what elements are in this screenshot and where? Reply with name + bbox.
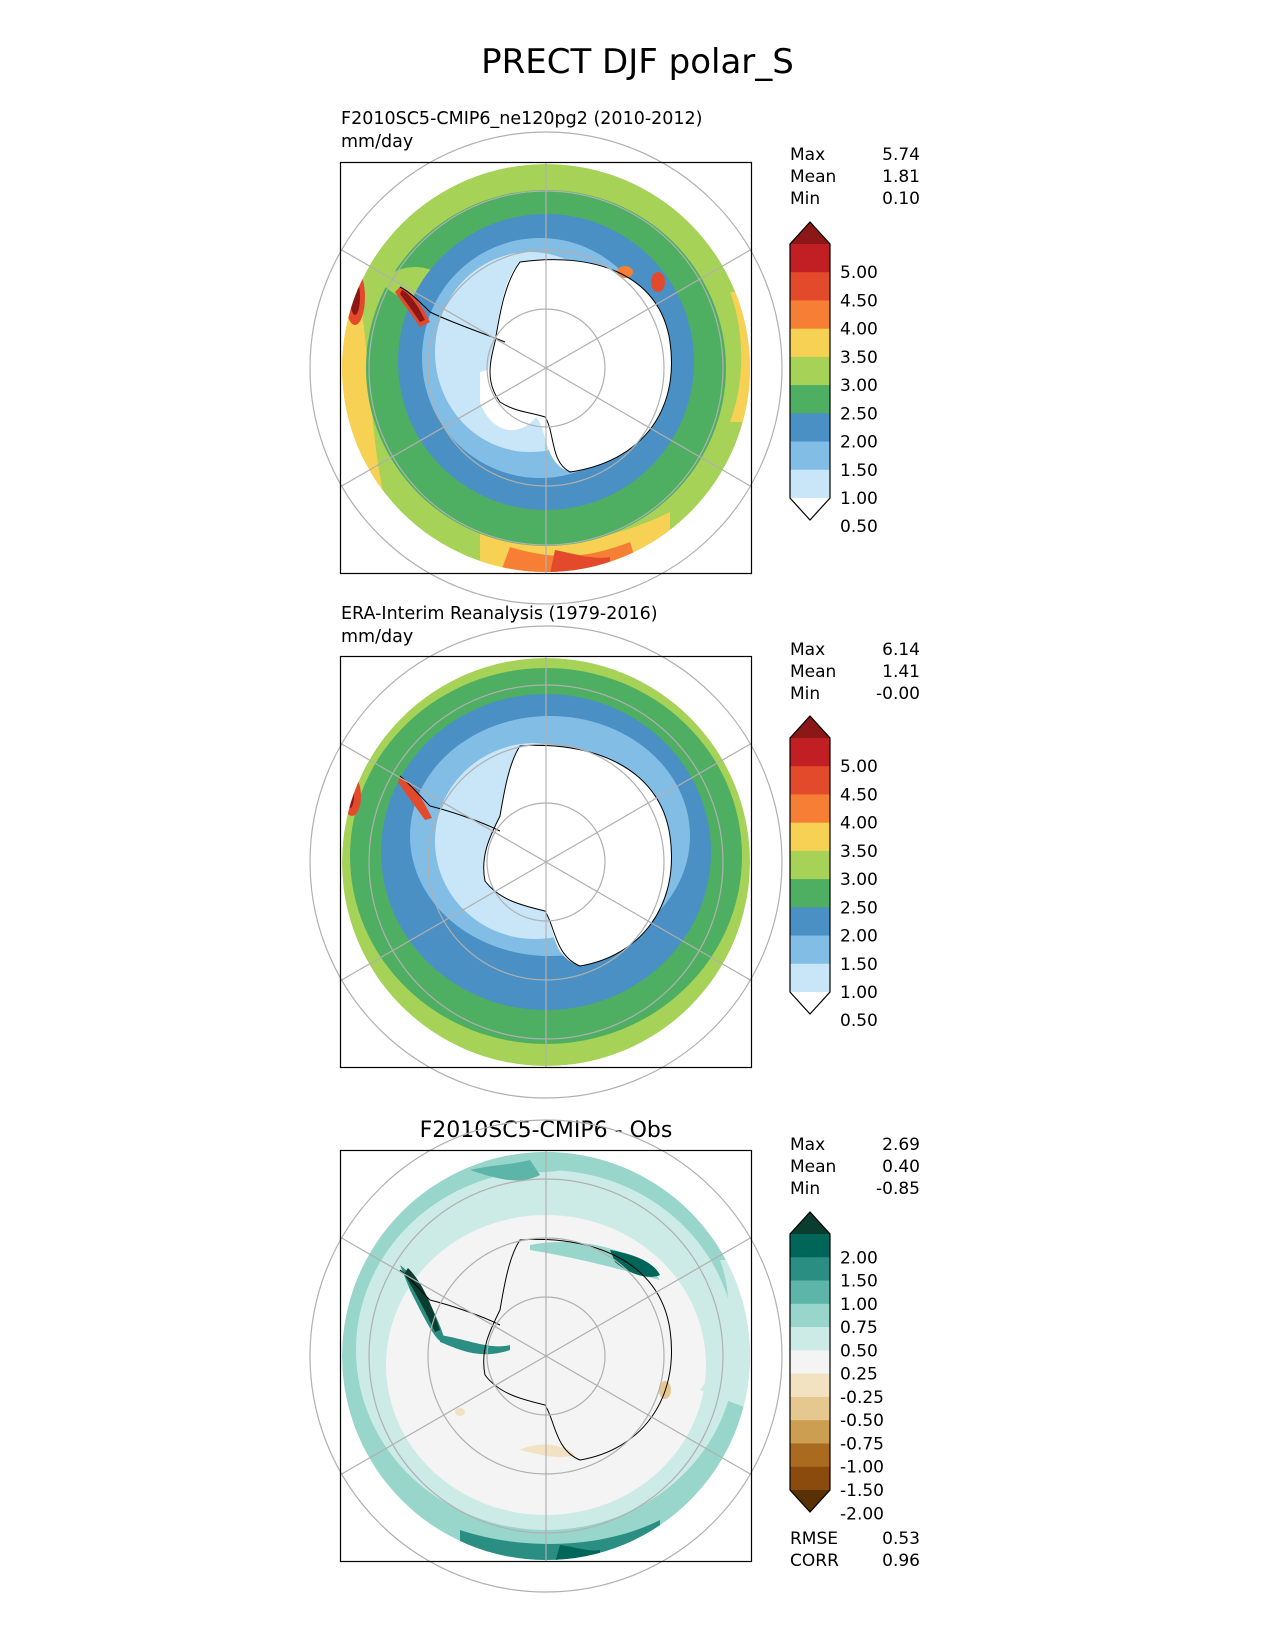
- panel-2-stats: Max 6.14 Mean 1.41 Min -0.00: [790, 640, 920, 704]
- colorbar-tick-label: -0.50: [840, 1411, 884, 1431]
- colorbar-tick-label: -0.25: [840, 1388, 884, 1408]
- panel-3-frame: [339, 1149, 753, 1563]
- colorbar-segment: [790, 822, 830, 852]
- colorbar-outline: [789, 221, 831, 521]
- colorbar-tick-label: 0.25: [840, 1365, 878, 1385]
- colorbar-segment: [790, 1327, 830, 1351]
- colorbar-segment: [790, 272, 830, 301]
- colorbar-extend-top: [790, 222, 830, 244]
- colorbar-tick-label: 0.50: [840, 517, 878, 537]
- colorbar-segment: [790, 1420, 830, 1444]
- colorbar-segment: [790, 935, 830, 965]
- colorbar-segment: [790, 244, 830, 273]
- panel-1-frame: [339, 161, 753, 575]
- colorbar-extend-bottom: [790, 1490, 830, 1512]
- colorbar-tick-label: 2.50: [840, 898, 878, 918]
- colorbar-tick-label: 3.00: [840, 870, 878, 890]
- colorbar-tick-label: 3.50: [840, 348, 878, 368]
- colorbar-segment: [790, 1257, 830, 1282]
- panel-2-title: ERA-Interim Reanalysis (1979-2016): [341, 604, 658, 624]
- colorbar-tick-label: 5.00: [840, 757, 878, 777]
- colorbar-extend-bottom: [790, 498, 830, 520]
- colorbar-segment: [790, 1373, 830, 1398]
- panel-3-stats: Max 2.69 Mean 0.40 Min -0.85: [790, 1135, 920, 1199]
- panel-2-coastline: [399, 744, 672, 967]
- colorbar-tick-label: 2.00: [840, 927, 878, 947]
- colorbar-segment: [790, 413, 830, 443]
- colorbar-tick-label: 3.00: [840, 376, 878, 396]
- colorbar-tick-label: 2.50: [840, 404, 878, 424]
- colorbar-outline: [789, 1211, 831, 1513]
- panel-1-stats: Max 5.74 Mean 1.81 Min 0.10: [790, 145, 920, 209]
- panel-3-graticule: [309, 1119, 783, 1593]
- colorbar-tick-label: 1.50: [840, 1272, 878, 1292]
- colorbar-tick-label: 1.00: [840, 1295, 878, 1315]
- colorbar-segment: [790, 963, 830, 993]
- colorbar-tick-label: 4.00: [840, 814, 878, 834]
- colorbar-tick-label: 1.50: [840, 955, 878, 975]
- panel-3-title: F2010SC5-CMIP6 - Obs: [419, 1118, 673, 1143]
- colorbar-segment: [790, 907, 830, 937]
- colorbar-tick-label: 3.50: [840, 842, 878, 862]
- colorbar-segment: [790, 328, 830, 358]
- colorbar-segment: [790, 469, 830, 499]
- colorbar-segment: [790, 1303, 830, 1328]
- panel-1-units: mm/day: [341, 132, 414, 152]
- panel-3-coastline: [399, 1238, 672, 1461]
- colorbar-tick-label: 4.50: [840, 785, 878, 805]
- colorbar-tick-label: -1.00: [840, 1458, 884, 1478]
- colorbar-segment: [790, 1350, 830, 1375]
- panel-3-colorbar: 2.00 1.50 1.00 0.75 0.50 0.25 -0.25 -0.50 -0.75 -…: [789, 1211, 884, 1524]
- colorbar-segment: [790, 766, 830, 795]
- panel-1-colorbar: 5.00 4.50 4.00 3.50 3.00 2.50 2.00 1.50 1.00 0.50: [789, 221, 878, 537]
- colorbar-segment: [790, 356, 830, 386]
- colorbar-segment: [790, 385, 830, 414]
- colorbar-tick-label: -1.50: [840, 1481, 884, 1501]
- colorbar-extend-top: [790, 716, 830, 738]
- colorbar-segment: [790, 1280, 830, 1305]
- colorbar-tick-label: 1.00: [840, 489, 878, 509]
- colorbar-segment: [790, 1396, 830, 1421]
- panel-3-map: [309, 1119, 783, 1593]
- colorbar-tick-label: 1.50: [840, 461, 878, 481]
- colorbar-tick-label: -0.75: [840, 1434, 884, 1454]
- colorbar-segment: [790, 850, 830, 880]
- colorbar-tick-label: 4.00: [840, 320, 878, 340]
- colorbar-tick-label: 0.75: [840, 1318, 878, 1338]
- panel-1-graticule: [309, 131, 783, 605]
- panel-2-map: [309, 625, 783, 1099]
- panel-1-coastline: [399, 259, 672, 473]
- colorbar-tick-label: 4.50: [840, 291, 878, 311]
- panel-2-frame: [339, 655, 753, 1069]
- panel-3-metrics: RMSE 0.53 CORR 0.96: [790, 1529, 920, 1571]
- colorbar-segment: [790, 1466, 830, 1491]
- colorbar-tick-label: 5.00: [840, 263, 878, 283]
- colorbar-extend-top: [790, 1212, 830, 1234]
- colorbar-tick-label: -2.00: [840, 1504, 884, 1524]
- colorbar-segment: [790, 1234, 830, 1258]
- colorbar-segment: [790, 879, 830, 908]
- figure-title: PRECT DJF polar_S: [481, 42, 794, 82]
- colorbar-tick-label: 0.50: [840, 1341, 878, 1361]
- colorbar-segment: [790, 794, 830, 824]
- colorbar-tick-label: 2.00: [840, 1248, 878, 1268]
- colorbar-outline: [789, 715, 831, 1015]
- panel-2-colorbar: 5.00 4.50 4.00 3.50 3.00 2.50 2.00 1.50 1.00 0.50: [789, 715, 878, 1031]
- colorbar-segment: [790, 738, 830, 767]
- colorbar-segment: [790, 1443, 830, 1468]
- panel-1-map: [309, 131, 783, 605]
- colorbar-extend-bottom: [790, 992, 830, 1014]
- panel-2-graticule: [309, 625, 783, 1099]
- colorbar-segment: [790, 300, 830, 330]
- colorbar-segment: [790, 441, 830, 471]
- panel-2-units: mm/day: [341, 627, 414, 647]
- colorbar-tick-label: 2.00: [840, 433, 878, 453]
- colorbar-tick-label: 0.50: [840, 1011, 878, 1031]
- colorbar-tick-label: 1.00: [840, 983, 878, 1003]
- panel-1-title: F2010SC5-CMIP6_ne120pg2 (2010-2012): [341, 109, 703, 129]
